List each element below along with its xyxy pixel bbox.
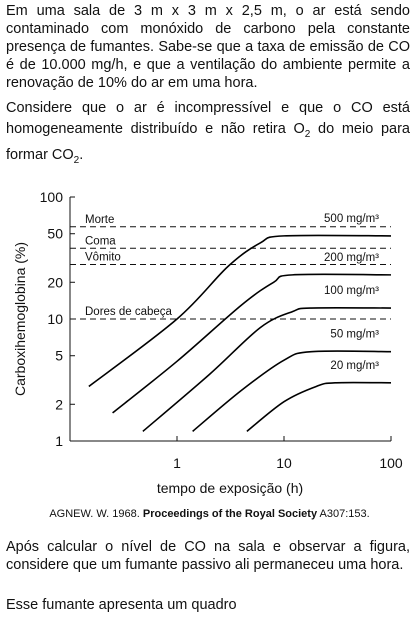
series-label: 20 mg/m³	[330, 360, 379, 372]
text-segment: Considere que o ar é incompressível e qu…	[6, 100, 410, 137]
y-tick-label: 50	[47, 226, 63, 242]
chart: 1 2 5 10 20 50 100 1 10 100 tempo de exposição (h)…	[12, 189, 403, 496]
assumption: Considere que o ar é incompressível e qu…	[6, 98, 410, 171]
prompt: Esse fumante apresenta um quadro	[6, 597, 237, 613]
subscript: 2	[304, 129, 311, 140]
threshold-label: Coma	[85, 235, 116, 247]
x-tick-label: 100	[379, 455, 403, 471]
y-axis-label: Carboxihemoglobina (%)	[12, 242, 28, 396]
curve	[192, 350, 392, 432]
series-label: 100 mg/m³	[324, 285, 379, 297]
y-tick-label: 2	[55, 396, 63, 412]
text-segment: do meio para formar CO	[6, 121, 410, 163]
threshold-label: Morte	[85, 214, 114, 226]
x-tick-label: 10	[276, 455, 292, 471]
cite-ref: A307:153.	[319, 508, 370, 520]
intro: Em uma sala de 3 m x 3 m x 2,5 m, o ar e…	[6, 3, 410, 91]
citation: AGNEW. W. 1968. Proceedings of the Royal…	[0, 508, 419, 520]
y-tick-label: 10	[47, 311, 63, 327]
threshold-label: Vômito	[85, 251, 121, 263]
series-label: 200 mg/m³	[324, 252, 379, 264]
question: Após calcular o nível de CO na sala e ob…	[6, 539, 410, 573]
text-segment: .	[79, 147, 84, 163]
y-tick-label: 1	[55, 433, 63, 449]
series-label: 50 mg/m³	[330, 329, 379, 341]
threshold-label: Dores de cabeça	[85, 306, 173, 318]
series-label: 500 mg/m³	[324, 213, 379, 225]
cite-journal: Proceedings of the Royal Society	[142, 508, 318, 520]
y-tick-label: 100	[40, 189, 64, 205]
y-tick-label: 20	[47, 274, 63, 290]
x-tick-label: 1	[173, 455, 181, 471]
y-tick-label: 5	[55, 348, 63, 364]
curve	[246, 381, 392, 432]
curve	[112, 273, 392, 414]
curve	[88, 234, 392, 388]
x-axis-label: tempo de exposição (h)	[157, 480, 303, 496]
subscript: 2	[73, 155, 80, 166]
cite-author: AGNEW. W. 1968.	[49, 508, 140, 520]
curve	[142, 306, 392, 432]
